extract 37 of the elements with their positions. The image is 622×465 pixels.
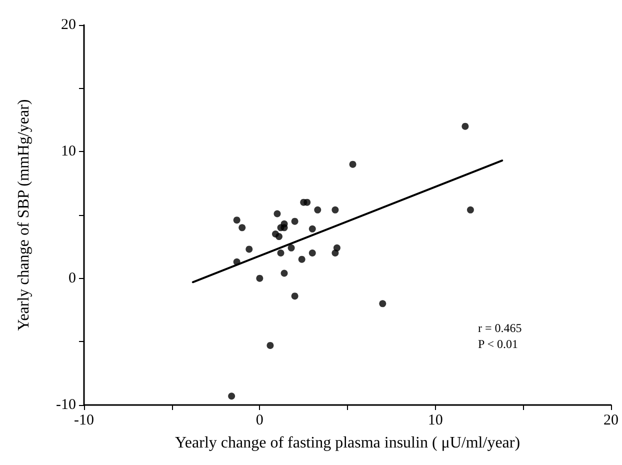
point xyxy=(246,246,253,253)
x-tick-label: 10 xyxy=(428,412,443,428)
point xyxy=(274,210,281,218)
point xyxy=(288,244,295,252)
point xyxy=(280,224,288,232)
point xyxy=(266,342,274,349)
y-tick-label: 10 xyxy=(61,144,76,160)
point xyxy=(308,250,316,256)
point xyxy=(277,250,284,256)
x-tick-label: 0 xyxy=(256,412,264,428)
point xyxy=(304,198,311,206)
y-tick-label: 0 xyxy=(68,270,76,286)
point xyxy=(349,160,356,168)
annotation: P < 0.01 xyxy=(478,337,518,351)
x-tick-label: -10 xyxy=(74,412,94,428)
point xyxy=(228,392,236,400)
point xyxy=(291,218,298,225)
point xyxy=(275,233,282,240)
point xyxy=(233,216,240,224)
point xyxy=(332,206,339,214)
point xyxy=(462,122,469,130)
y-tick-label: 20 xyxy=(61,17,76,33)
annotation: r = 0.465 xyxy=(478,321,522,335)
point xyxy=(280,270,288,277)
x-axis-title: Yearly change of fasting plasma insulin ( μU/ml/year) xyxy=(174,434,520,452)
point xyxy=(333,244,340,252)
y-tick-label: -10 xyxy=(56,397,76,413)
x-tick-label: 20 xyxy=(604,412,618,428)
point xyxy=(314,206,322,214)
y-axis-title: Yearly change of SBP (mmHg/year) xyxy=(16,99,32,331)
point xyxy=(291,292,298,300)
point xyxy=(466,206,474,214)
point xyxy=(308,225,316,232)
point xyxy=(379,300,386,308)
point xyxy=(238,224,246,232)
point xyxy=(298,256,306,263)
point xyxy=(256,274,264,282)
